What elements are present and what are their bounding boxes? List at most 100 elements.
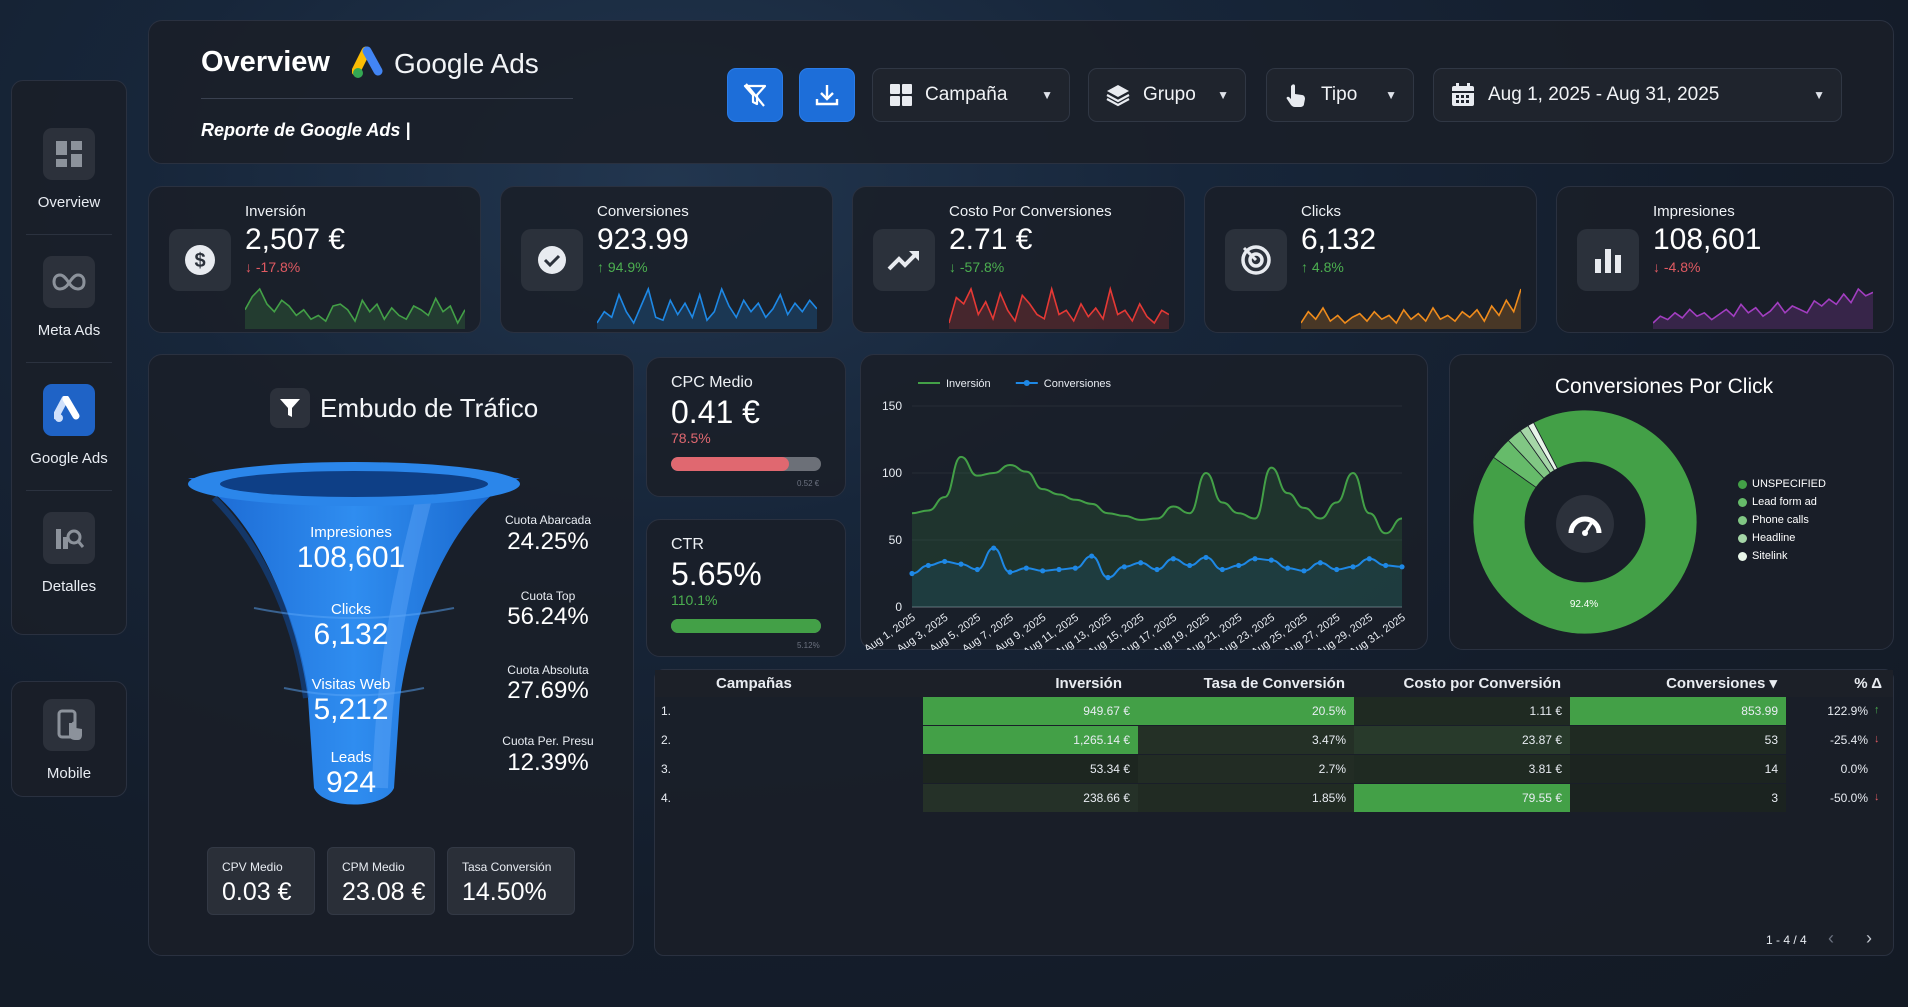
column-header-conversiones[interactable]: Conversiones ▾ xyxy=(1666,675,1777,692)
clear-filters-button[interactable] xyxy=(727,68,783,122)
sparkline-area xyxy=(1653,289,1873,329)
y-tick-label: 150 xyxy=(882,399,902,413)
legend-item: Sitelink xyxy=(1738,547,1826,565)
table-cell-delta: 0.0% xyxy=(1840,762,1868,776)
divider xyxy=(26,362,112,363)
donut-center-icon xyxy=(1556,495,1614,553)
column-header-campanas[interactable]: Campañas xyxy=(716,675,792,692)
data-point xyxy=(1007,569,1013,575)
data-point xyxy=(991,545,997,551)
sidebar-item-label: Google Ads xyxy=(30,449,108,467)
sidebar-item-detalles[interactable]: Detalles xyxy=(12,490,126,616)
share-value: 24.25% xyxy=(507,528,589,555)
trend-down-arrow: ↓ xyxy=(1874,733,1880,745)
stat-label: CPV Medio xyxy=(222,860,283,874)
column-header-tasa-conversion[interactable]: Tasa de Conversión xyxy=(1203,675,1345,692)
legend-label: Phone calls xyxy=(1752,514,1809,526)
table-header-bg xyxy=(655,670,1893,697)
traffic-funnel-graphic xyxy=(188,462,520,805)
sidebar-item-label: Meta Ads xyxy=(37,321,101,339)
type-filter-dropdown[interactable]: Tipo ▼ xyxy=(1266,68,1414,122)
kpi-card-conversiones: Conversiones 923.99 ↑ 94.9% xyxy=(500,186,833,333)
data-point xyxy=(958,561,964,567)
sidebar-item-google-ads[interactable]: Google Ads xyxy=(12,362,126,488)
series-line xyxy=(911,455,1403,535)
y-tick-label: 50 xyxy=(889,533,903,547)
metric-delta: 78.5% xyxy=(671,430,711,446)
grid-icon xyxy=(890,84,912,106)
funnel-stage-value: 5,212 xyxy=(313,693,389,726)
column-header-costo-conversion[interactable]: Costo por Conversión xyxy=(1403,675,1561,692)
legend-marker xyxy=(1023,380,1030,386)
table-row-index: 4. xyxy=(661,791,672,805)
filter-off-icon xyxy=(743,83,767,107)
legend-label: Sitelink xyxy=(1752,550,1788,562)
data-point xyxy=(1236,562,1242,569)
dropdown-label: Grupo xyxy=(1143,84,1196,105)
calendar-icon xyxy=(1452,83,1474,106)
kpi-sparkline xyxy=(1301,288,1521,329)
google-ads-icon xyxy=(43,383,95,436)
sidebar-mobile: Mobile xyxy=(11,681,127,797)
sparkline-area xyxy=(597,289,817,329)
next-page-button[interactable]: › xyxy=(1866,928,1872,948)
divider xyxy=(26,490,112,491)
legend-label: Headline xyxy=(1752,532,1796,544)
sparkline-area xyxy=(245,289,465,329)
stat-value: 0.03 € xyxy=(222,878,292,906)
data-point xyxy=(1301,568,1307,574)
prev-page-button[interactable]: ‹ xyxy=(1828,928,1834,948)
column-header-delta[interactable]: % Δ xyxy=(1854,675,1882,692)
table-cell: 238.66 € xyxy=(923,784,1138,812)
donut-slice xyxy=(1472,409,1698,635)
legend-label: Lead form ad xyxy=(1752,496,1817,508)
divider xyxy=(26,234,112,235)
sparkline-area xyxy=(949,289,1169,329)
data-point xyxy=(1350,564,1356,570)
share-label: Cuota Per. Presu xyxy=(502,734,594,748)
table-cell: 20.5% xyxy=(1138,697,1354,725)
table-cell: 3.81 € xyxy=(1354,755,1570,783)
gauge-icon xyxy=(1568,516,1602,536)
meta-infinity-icon xyxy=(43,255,95,308)
chevron-down-icon: ▼ xyxy=(1041,88,1053,102)
kpi-label: Costo Por Conversiones xyxy=(949,203,1112,220)
download-button[interactable] xyxy=(799,68,855,122)
sidebar-item-overview[interactable]: Overview xyxy=(12,106,126,232)
date-range-picker[interactable]: Aug 1, 2025 - Aug 31, 2025 ▼ xyxy=(1433,68,1842,122)
progress-bar xyxy=(671,457,821,471)
data-point xyxy=(1268,557,1274,563)
group-filter-dropdown[interactable]: Grupo ▼ xyxy=(1088,68,1246,122)
funnel-stage-label: Clicks xyxy=(331,601,371,618)
data-point xyxy=(1203,554,1209,561)
legend-swatch xyxy=(1738,551,1747,561)
pagination-label: 1 - 4 / 4 xyxy=(1766,933,1807,947)
campaign-filter-dropdown[interactable]: Campaña ▼ xyxy=(872,68,1070,122)
legend-label: Inversión xyxy=(946,378,991,390)
cpc-panel: CPC Medio 0.41 € 78.5% 0.52 € xyxy=(646,357,846,497)
sidebar-item-meta-ads[interactable]: Meta Ads xyxy=(12,234,126,360)
trend-up-icon xyxy=(873,229,935,291)
layers-icon xyxy=(1106,85,1130,107)
chevron-down-icon: ▼ xyxy=(1813,88,1825,102)
table-cell-delta: -50.0% xyxy=(1829,791,1868,805)
table-cell: 949.67 € xyxy=(923,697,1138,725)
column-header-inversion[interactable]: Inversión xyxy=(1055,675,1122,692)
line-chart-panel xyxy=(860,354,1428,650)
sidebar-item-mobile[interactable]: Mobile xyxy=(12,682,126,798)
kpi-card-impresiones: Impresiones 108,601 ↓ -4.8% xyxy=(1556,186,1894,333)
target-value: 5.12% xyxy=(797,641,820,650)
trend-down-arrow: ↓ xyxy=(1874,791,1880,803)
share-label: Cuota Absoluta xyxy=(507,663,589,677)
dashboard-grid-icon xyxy=(43,127,95,180)
stat-box-cpm: CPM Medio 23.08 € xyxy=(327,847,435,915)
progress-bar xyxy=(671,619,821,633)
share-value: 27.69% xyxy=(507,677,589,704)
kpi-value: 108,601 xyxy=(1653,223,1762,256)
metric-label: CPC Medio xyxy=(671,374,753,391)
y-tick-label: 0 xyxy=(895,600,902,614)
dropdown-label: Tipo xyxy=(1321,84,1358,105)
kpi-delta: ↓ -57.8% xyxy=(949,259,1005,275)
stat-label: Tasa Conversión xyxy=(462,860,552,874)
